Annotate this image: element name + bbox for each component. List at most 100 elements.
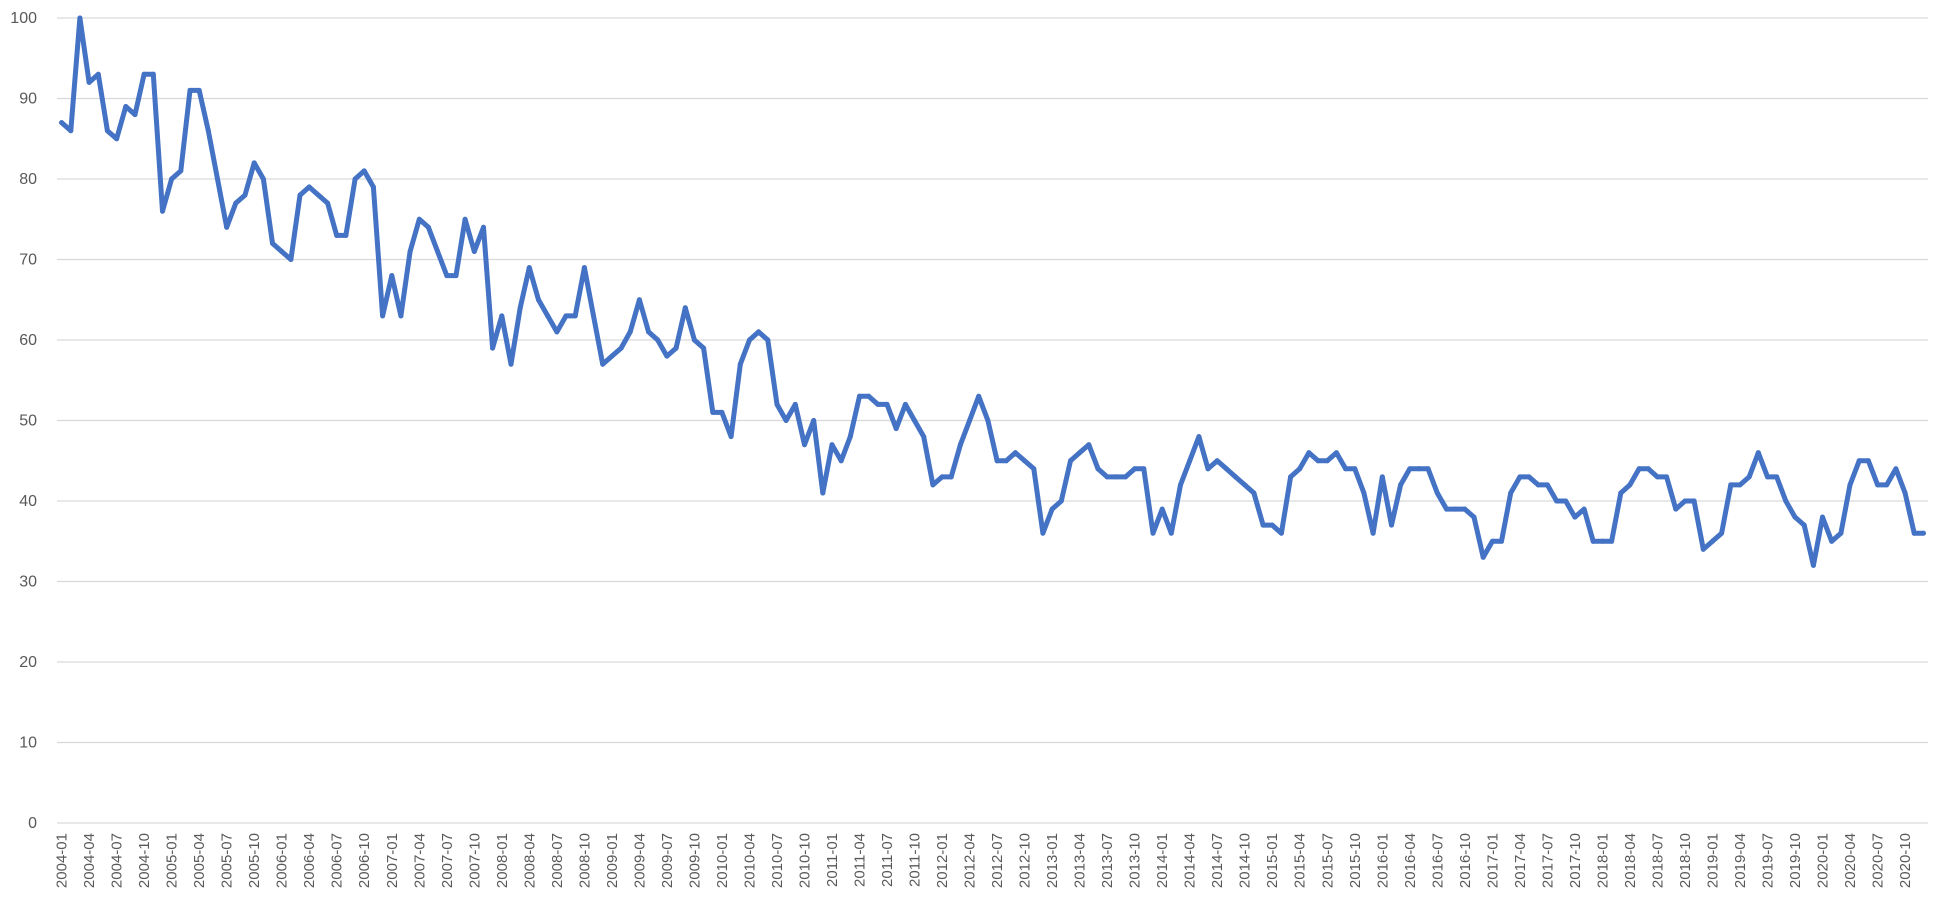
data-point: [205, 128, 211, 134]
data-point: [481, 224, 486, 230]
data-point: [1095, 466, 1101, 472]
data-point: [1031, 466, 1037, 472]
data-point: [1489, 538, 1495, 544]
data-point: [1700, 546, 1706, 552]
x-tick-label: 2012-04: [962, 833, 979, 888]
x-tick-label: 2020-07: [1870, 833, 1887, 888]
data-point: [1086, 442, 1092, 448]
data-point: [251, 160, 257, 166]
data-point: [1324, 458, 1330, 464]
data-point: [572, 313, 578, 319]
data-point: [297, 192, 303, 198]
y-tick-label: 60: [19, 332, 37, 349]
x-tick-label: 2008-07: [549, 833, 566, 888]
x-tick-label: 2013-04: [1072, 833, 1089, 888]
data-point: [196, 87, 202, 93]
data-point: [939, 474, 945, 480]
data-point: [691, 337, 697, 343]
data-point: [1012, 450, 1018, 456]
data-point: [1462, 506, 1468, 512]
data-point: [1370, 530, 1376, 536]
data-point: [315, 192, 321, 198]
data-point: [233, 200, 239, 206]
data-point: [1058, 498, 1064, 504]
data-point: [737, 361, 743, 367]
data-point: [279, 249, 285, 254]
x-tick-label: 2011-04: [852, 833, 869, 887]
x-tick-label: 2014-10: [1237, 833, 1254, 888]
x-tick-label: 2006-01: [274, 833, 291, 888]
y-tick-label: 0: [28, 815, 37, 832]
x-tick-label: 2005-10: [246, 833, 263, 888]
y-tick-label: 20: [19, 654, 37, 671]
data-point: [994, 458, 1000, 464]
x-tick-label: 2012-01: [934, 833, 951, 888]
data-point: [435, 249, 441, 254]
data-point: [462, 216, 468, 222]
data-point: [866, 393, 872, 399]
x-tick-label: 2017-07: [1539, 833, 1556, 888]
data-point: [682, 305, 688, 311]
data-point: [1810, 562, 1816, 568]
x-tick-label: 2010-10: [796, 833, 813, 888]
data-point: [215, 176, 220, 182]
data-point: [1801, 522, 1807, 528]
data-point: [728, 434, 734, 440]
data-point: [343, 232, 349, 238]
x-tick-label: 2005-01: [164, 833, 181, 888]
data-point: [747, 337, 752, 343]
x-tick-label: 2007-10: [466, 833, 483, 888]
data-point: [1544, 482, 1550, 488]
y-tick-label: 80: [19, 171, 37, 188]
data-point: [774, 401, 780, 407]
data-point: [95, 71, 101, 77]
data-point: [957, 442, 963, 448]
data-point: [1168, 530, 1174, 536]
x-tick-label: 2005-07: [219, 833, 236, 888]
x-tick-label: 2007-01: [384, 833, 401, 888]
y-axis-ticks: 0 10 20 30 40 50 60 70 80 90 100: [10, 10, 37, 832]
y-tick-label: 90: [19, 91, 37, 108]
data-point: [242, 192, 248, 198]
data-point: [1911, 530, 1917, 536]
data-point: [1746, 474, 1752, 480]
data-point: [1407, 466, 1413, 472]
x-tick-label: 2007-04: [411, 833, 428, 888]
x-tick-label: 2012-07: [989, 833, 1006, 888]
data-point: [306, 184, 312, 190]
data-point: [490, 345, 496, 351]
data-point: [1040, 530, 1046, 536]
data-point: [1792, 514, 1798, 520]
data-point: [1856, 458, 1862, 464]
data-point: [1278, 530, 1284, 536]
data-point: [398, 313, 404, 319]
data-point: [756, 329, 762, 335]
data-point: [1645, 466, 1651, 472]
x-tick-label: 2018-10: [1677, 833, 1694, 888]
data-point: [1865, 458, 1871, 464]
data-point: [563, 313, 569, 319]
y-tick-label: 50: [19, 413, 37, 430]
data-point: [976, 393, 982, 399]
data-point: [1535, 482, 1541, 488]
x-tick-label: 2010-04: [741, 833, 758, 888]
data-point: [187, 87, 193, 93]
data-point: [636, 297, 642, 303]
x-tick-label: 2019-01: [1704, 833, 1721, 888]
data-point: [1379, 474, 1385, 480]
data-point: [857, 393, 862, 399]
data-point: [178, 168, 184, 174]
data-point: [1141, 466, 1147, 472]
data-point: [1563, 498, 1569, 504]
x-tick-label: 2015-07: [1319, 833, 1336, 888]
data-point: [1774, 474, 1780, 480]
x-tick-label: 2020-01: [1815, 833, 1832, 888]
data-point: [811, 418, 817, 423]
x-tick-label: 2017-04: [1512, 833, 1529, 888]
data-point: [627, 329, 633, 335]
data-point: [783, 418, 789, 423]
data-point: [1829, 538, 1835, 544]
data-point: [1737, 482, 1743, 488]
data-point: [1517, 474, 1523, 480]
data-point: [1719, 530, 1725, 536]
